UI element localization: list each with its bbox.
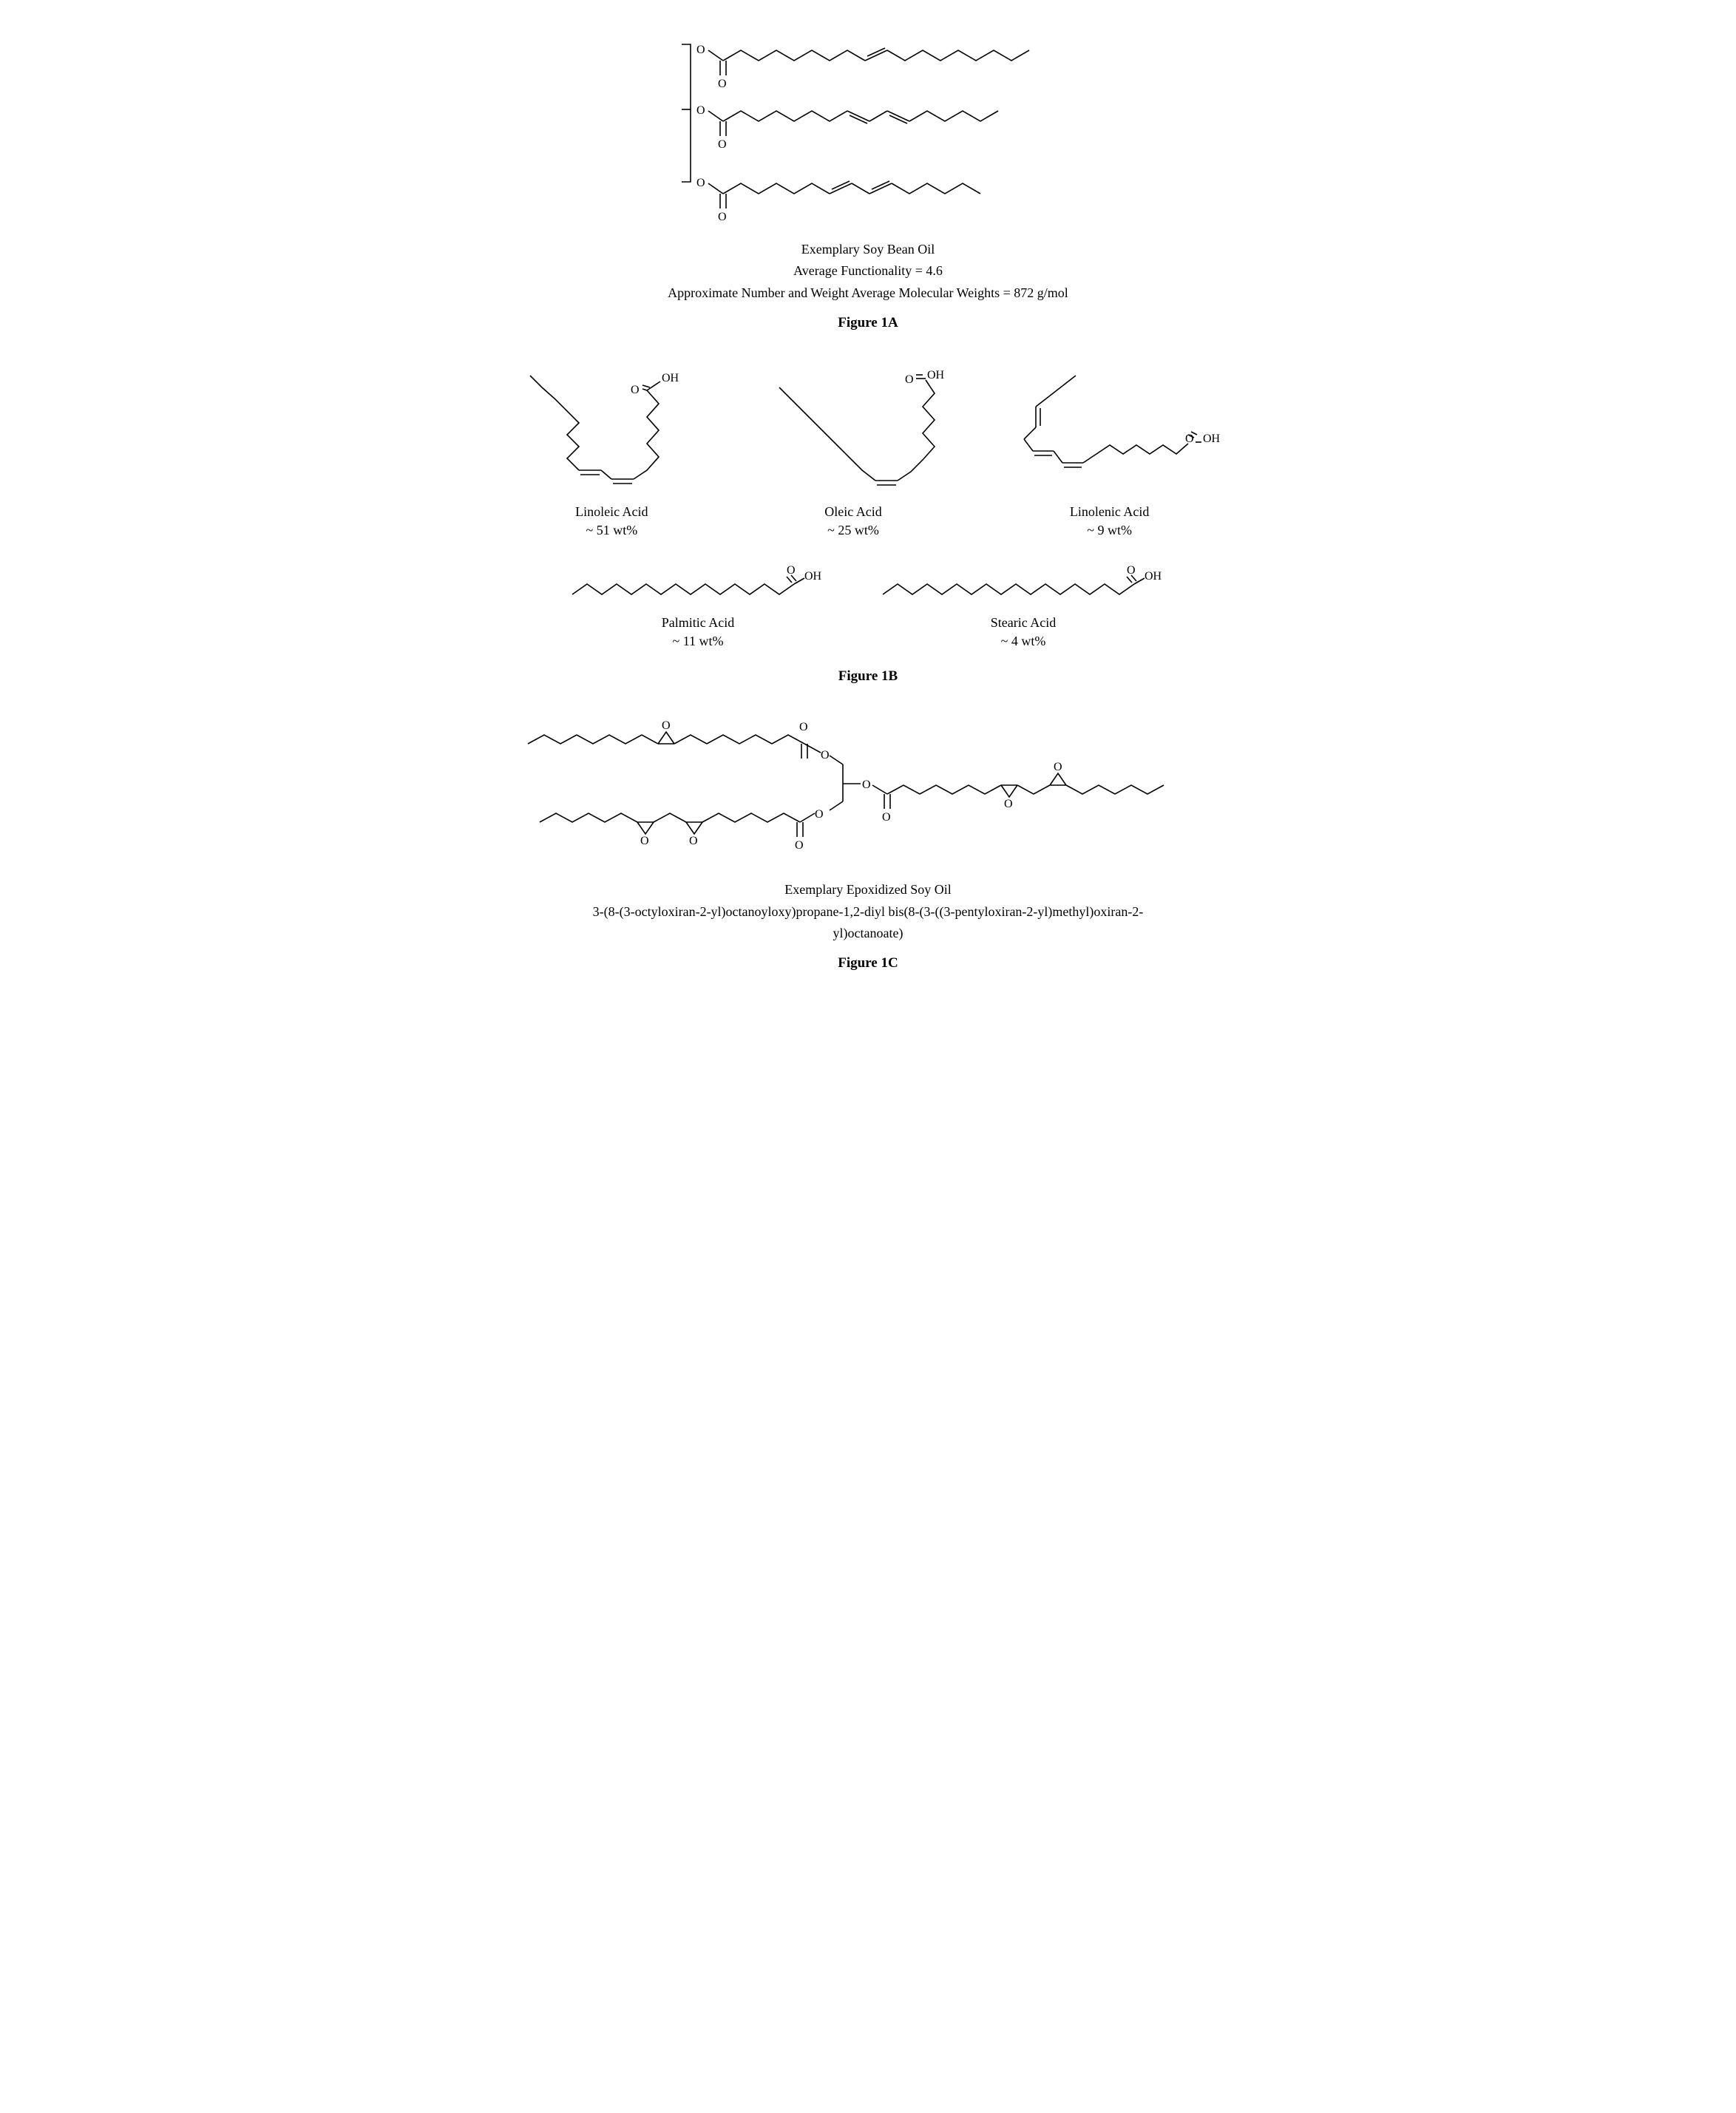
figure-1c-caption-3: yl)octanoate) (498, 925, 1238, 942)
svg-text:O: O (718, 138, 727, 151)
figure-1b-label: Figure 1B (498, 668, 1238, 685)
svg-text:O: O (862, 779, 871, 791)
svg-text:O: O (1127, 564, 1136, 577)
svg-text:OH: OH (927, 369, 945, 381)
svg-text:O: O (640, 835, 649, 847)
svg-text:O: O (689, 835, 698, 847)
svg-text:O: O (631, 384, 640, 396)
svg-text:O: O (795, 839, 804, 852)
figure-1a-caption-2: Average Functionality = 4.6 (498, 262, 1238, 279)
svg-text:O: O (787, 564, 796, 577)
svg-text:O: O (1004, 798, 1013, 810)
palmitic-wt: ~ 11 wt% (565, 634, 831, 649)
svg-text:O: O (696, 44, 705, 56)
figure-1b-row2: O OH Palmitic Acid ~ 11 wt% O OH (498, 560, 1238, 649)
palmitic-structure: O OH (565, 560, 831, 612)
svg-text:O: O (815, 808, 824, 821)
stearic-acid: O OH Stearic Acid ~ 4 wt% (875, 560, 1171, 649)
figure-1a-caption-3: Approximate Number and Weight Average Mo… (498, 285, 1238, 302)
svg-text:O: O (882, 811, 891, 824)
svg-text:O: O (1054, 761, 1062, 773)
linoleic-structure: OH O (515, 361, 708, 501)
svg-text:O: O (696, 177, 705, 189)
oleic-name: Oleic Acid (742, 504, 964, 520)
figure-1a-label: Figure 1A (498, 315, 1238, 331)
linolenic-structure: O OH (999, 361, 1221, 501)
oleic-acid: OH O Oleic Acid ~ 25 wt% (742, 361, 964, 538)
svg-text:OH: OH (1203, 433, 1221, 445)
linoleic-wt: ~ 51 wt% (515, 523, 708, 538)
svg-text:O: O (1185, 433, 1194, 445)
svg-text:O: O (718, 78, 727, 90)
svg-text:O: O (718, 211, 727, 223)
linolenic-wt: ~ 9 wt% (999, 523, 1221, 538)
figure-1c-structure: O O O O O O O (513, 714, 1223, 877)
figure-1b-row1: OH O Linoleic Acid ~ 51 wt% (498, 361, 1238, 538)
svg-text:O: O (905, 373, 914, 386)
figure-1a-block: O O O O O (498, 30, 1238, 331)
figure-1c-block: O O O O O O O (498, 714, 1238, 971)
page: O O O O O (498, 30, 1238, 971)
linoleic-name: Linoleic Acid (515, 504, 708, 520)
stearic-name: Stearic Acid (875, 615, 1171, 631)
svg-text:O: O (821, 749, 830, 762)
figure-1a-caption-1: Exemplary Soy Bean Oil (498, 241, 1238, 258)
linolenic-name: Linolenic Acid (999, 504, 1221, 520)
oleic-wt: ~ 25 wt% (742, 523, 964, 538)
oleic-structure: OH O (742, 361, 964, 501)
figure-1c-label: Figure 1C (498, 955, 1238, 971)
svg-text:O: O (662, 719, 671, 732)
svg-text:O: O (696, 104, 705, 117)
stearic-wt: ~ 4 wt% (875, 634, 1171, 649)
svg-text:OH: OH (662, 372, 679, 384)
svg-text:OH: OH (1145, 570, 1162, 583)
figure-1b-block: OH O Linoleic Acid ~ 51 wt% (498, 361, 1238, 685)
svg-text:OH: OH (804, 570, 822, 583)
figure-1a-structure: O O O O O (639, 30, 1097, 237)
figure-1c-caption-1: Exemplary Epoxidized Soy Oil (498, 881, 1238, 898)
linolenic-acid: O OH (999, 361, 1221, 538)
stearic-structure: O OH (875, 560, 1171, 612)
figure-1c-caption-2: 3-(8-(3-octyloxiran-2-yl)octanoyloxy)pro… (498, 903, 1238, 920)
linoleic-acid: OH O Linoleic Acid ~ 51 wt% (515, 361, 708, 538)
palmitic-acid: O OH Palmitic Acid ~ 11 wt% (565, 560, 831, 649)
svg-text:O: O (799, 721, 808, 733)
palmitic-name: Palmitic Acid (565, 615, 831, 631)
